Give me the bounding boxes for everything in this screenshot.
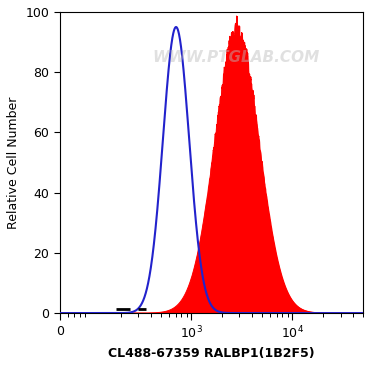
Y-axis label: Relative Cell Number: Relative Cell Number <box>7 96 20 229</box>
Text: WWW.PTGLAB.COM: WWW.PTGLAB.COM <box>152 50 319 65</box>
X-axis label: CL488-67359 RALBP1(1B2F5): CL488-67359 RALBP1(1B2F5) <box>108 347 315 360</box>
